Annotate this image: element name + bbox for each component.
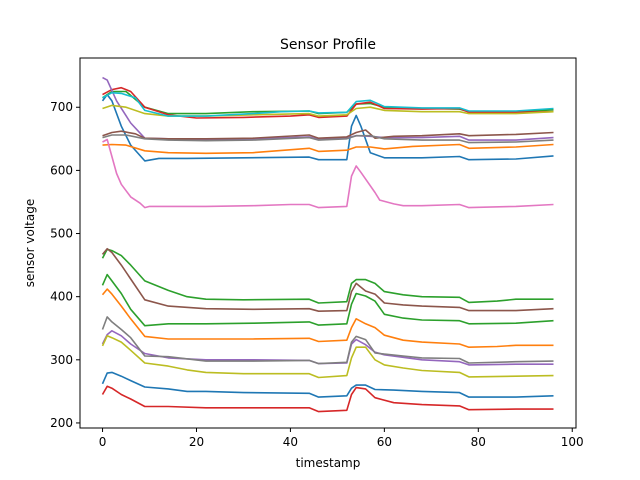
series-line-14 — [101, 288, 554, 349]
series-line-11 — [101, 248, 554, 304]
x-tick-label: 100 — [561, 435, 584, 449]
x-tick-label: 40 — [283, 435, 298, 449]
series-line-9 — [102, 104, 554, 117]
y-tick-label: 300 — [50, 353, 73, 367]
series-line-18 — [101, 371, 554, 398]
chart-title: Sensor Profile — [280, 37, 376, 53]
series-line-2 — [102, 143, 554, 155]
series-line-19 — [101, 385, 554, 413]
series-line-13 — [101, 273, 554, 327]
plot-frame — [79, 57, 577, 429]
series-line-8 — [102, 134, 554, 144]
plot-lines — [101, 76, 554, 413]
series-line-12 — [101, 247, 554, 313]
x-tick-label: 60 — [377, 435, 392, 449]
y-tick-label: 700 — [50, 100, 73, 114]
series-line-10 — [102, 91, 554, 117]
series-line-7 — [102, 138, 554, 209]
y-tick-label: 500 — [50, 227, 73, 241]
series-line-6 — [102, 129, 554, 140]
y-axis: 200 300 400 500 600 700 — [50, 100, 80, 430]
y-tick-label: 400 — [50, 290, 73, 304]
y-tick-label: 200 — [50, 416, 73, 430]
series-line-17 — [101, 334, 554, 379]
y-axis-label: sensor voltage — [23, 199, 37, 287]
series-line-16 — [101, 316, 554, 365]
y-tick-label: 600 — [50, 163, 73, 177]
x-tick-label: 80 — [471, 435, 486, 449]
x-tick-label: 0 — [99, 435, 107, 449]
x-tick-label: 20 — [189, 435, 204, 449]
x-axis-label: timestamp — [296, 456, 361, 470]
x-axis: 0 20 40 60 80 100 — [99, 428, 584, 449]
